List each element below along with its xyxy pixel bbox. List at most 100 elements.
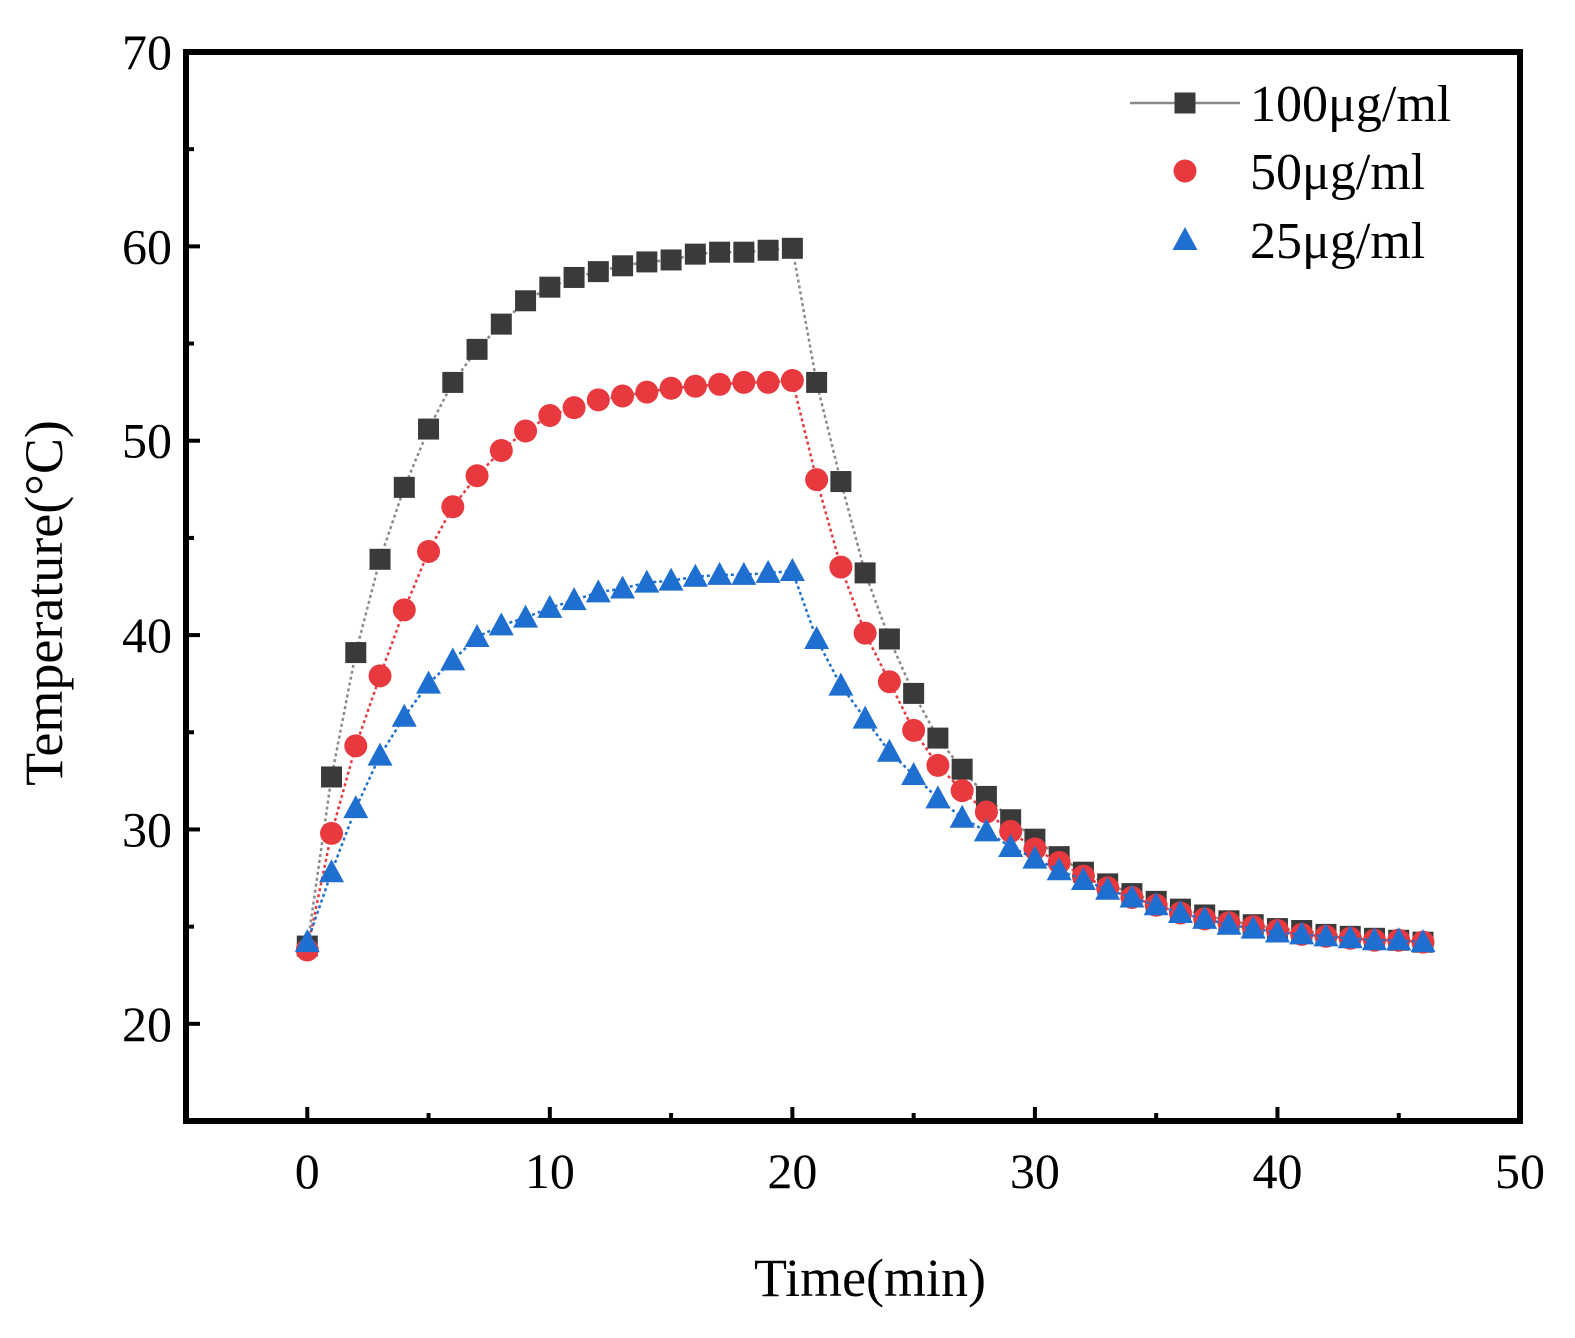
data-point xyxy=(563,266,585,288)
x-tick-label: 10 xyxy=(525,1143,575,1199)
data-point xyxy=(829,555,853,579)
data-point xyxy=(1192,905,1218,929)
data-point xyxy=(876,738,902,762)
data-point xyxy=(416,670,442,694)
series-3 xyxy=(294,557,1436,953)
data-point xyxy=(780,368,804,392)
legend-label: 100μg/ml xyxy=(1250,76,1451,133)
legend-marker xyxy=(1173,159,1197,183)
data-point xyxy=(757,239,779,261)
data-point xyxy=(732,370,756,394)
y-tick-label: 30 xyxy=(122,801,172,857)
data-point xyxy=(514,419,538,443)
data-point xyxy=(539,276,561,298)
data-point xyxy=(1167,900,1193,924)
data-point xyxy=(852,705,878,729)
data-point xyxy=(658,567,684,591)
data-point xyxy=(828,672,854,696)
data-point xyxy=(538,403,562,427)
data-point xyxy=(489,438,513,462)
data-point xyxy=(369,548,391,570)
legend: 100μg/ml 50μg/ml 25μg/ml xyxy=(1130,76,1451,270)
data-point xyxy=(684,243,706,265)
data-point xyxy=(612,255,634,277)
data-point xyxy=(659,376,683,400)
data-point xyxy=(1264,919,1290,943)
data-point xyxy=(733,241,755,263)
legend-marker xyxy=(1174,92,1196,114)
series-layer xyxy=(294,237,1436,962)
data-point xyxy=(756,370,780,394)
legend-marker xyxy=(1172,227,1198,250)
data-point xyxy=(1046,857,1072,881)
legend-item: 25μg/ml xyxy=(1172,213,1425,270)
data-point xyxy=(1119,884,1145,908)
data-point xyxy=(708,372,732,396)
data-point xyxy=(1143,892,1169,916)
data-point xyxy=(1240,915,1266,939)
data-point xyxy=(806,371,828,393)
data-point xyxy=(392,598,416,622)
y-tick-label: 50 xyxy=(122,413,172,469)
data-point xyxy=(367,742,393,766)
y-tick-label: 40 xyxy=(122,607,172,663)
data-point xyxy=(660,249,682,271)
data-point xyxy=(488,612,514,636)
data-point xyxy=(611,384,635,408)
data-point xyxy=(1410,929,1436,953)
data-point xyxy=(344,734,368,758)
series-2 xyxy=(295,368,1435,962)
y-tick-label: 70 xyxy=(122,24,172,80)
ticks-layer: 0 10 20 30 40 50 20 30 40 50 60 70 xyxy=(122,24,1545,1199)
data-point xyxy=(418,418,440,440)
data-point xyxy=(537,594,563,618)
series-1 xyxy=(296,237,1434,957)
y-axis-title: Temperature(°C) xyxy=(14,420,74,786)
data-point xyxy=(682,563,708,587)
data-point xyxy=(442,371,464,393)
data-point xyxy=(321,766,343,788)
data-point xyxy=(975,785,997,807)
x-tick-label: 20 xyxy=(767,1143,817,1199)
x-tick-label: 50 xyxy=(1495,1143,1545,1199)
data-point xyxy=(805,468,829,492)
data-point xyxy=(585,579,611,603)
x-tick-label: 40 xyxy=(1252,1143,1302,1199)
data-point xyxy=(755,559,781,583)
data-point xyxy=(464,624,490,648)
data-point xyxy=(998,833,1024,857)
legend-item: 50μg/ml xyxy=(1173,144,1425,201)
legend-label: 50μg/ml xyxy=(1250,144,1425,201)
data-point xyxy=(707,561,733,585)
data-point xyxy=(731,561,757,585)
data-point xyxy=(586,388,610,412)
data-point xyxy=(901,762,927,786)
data-point xyxy=(779,557,805,581)
data-point xyxy=(1289,921,1315,945)
data-point xyxy=(854,562,876,584)
data-point xyxy=(368,664,392,688)
data-point xyxy=(634,569,660,593)
data-point xyxy=(391,703,417,727)
data-point xyxy=(949,804,975,828)
data-point xyxy=(927,727,949,749)
data-point xyxy=(562,396,586,420)
data-point xyxy=(1070,866,1096,890)
data-point xyxy=(343,795,369,819)
data-point xyxy=(1337,925,1363,949)
data-point xyxy=(877,670,901,694)
data-point xyxy=(853,621,877,645)
data-point xyxy=(294,929,320,953)
data-point xyxy=(441,495,465,519)
plot-frame xyxy=(183,49,1523,1124)
data-point xyxy=(466,338,488,360)
data-point xyxy=(781,237,803,259)
data-point xyxy=(683,374,707,398)
y-tick-label: 20 xyxy=(122,996,172,1052)
x-tick-label: 0 xyxy=(295,1143,320,1199)
data-point xyxy=(951,758,973,780)
data-point xyxy=(635,380,659,404)
data-point xyxy=(561,587,587,611)
data-point xyxy=(999,819,1023,843)
